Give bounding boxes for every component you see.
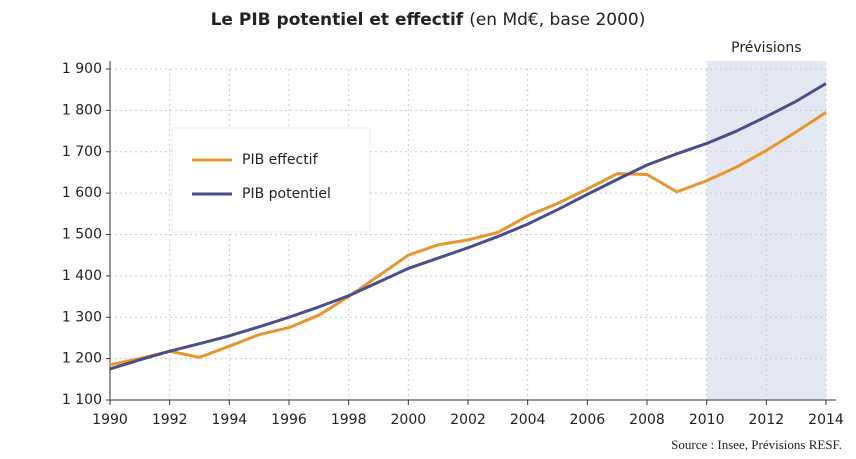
x-tick-label: 1992 bbox=[152, 412, 188, 428]
x-tick-label: 2000 bbox=[391, 412, 427, 428]
legend: PIB effectif PIB potentiel bbox=[171, 127, 371, 233]
x-tick-label: 2008 bbox=[629, 412, 665, 428]
x-tick-label: 1996 bbox=[271, 412, 307, 428]
source: Source : Insee, Prévisions RESF. bbox=[671, 437, 842, 452]
series-line bbox=[109, 82, 827, 371]
x-tick-label: 1994 bbox=[212, 412, 248, 428]
y-tick-label: 1 100 bbox=[62, 392, 102, 408]
y-tick-label: 1 700 bbox=[62, 144, 102, 160]
x-tick-label: 1998 bbox=[331, 412, 367, 428]
y-tick-label: 1 900 bbox=[62, 61, 102, 77]
y-tick-label: 1 200 bbox=[62, 351, 102, 367]
legend-label: PIB potentiel bbox=[242, 186, 331, 202]
legend-label: PIB effectif bbox=[242, 152, 319, 168]
x-tick-label: 2002 bbox=[450, 412, 486, 428]
x-tick-label: 2014 bbox=[808, 412, 844, 428]
x-tick-label: 2010 bbox=[689, 412, 725, 428]
y-tick-label: 1 400 bbox=[62, 268, 102, 284]
legend-box bbox=[171, 127, 371, 233]
x-tick-label: 1990 bbox=[92, 412, 128, 428]
x-tick-label: 2006 bbox=[570, 412, 606, 428]
chart-title: Le PIB potentiel et effectif bbox=[211, 10, 464, 30]
y-tick-label: 1 600 bbox=[62, 185, 102, 201]
series-line bbox=[109, 111, 827, 367]
forecast-label: Prévisions bbox=[731, 40, 801, 56]
chart-subtitle: (en Md€, base 2000) bbox=[469, 10, 645, 30]
chart-title-group: Le PIB potentiel et effectif (en Md€, bas… bbox=[211, 10, 646, 30]
y-tick-label: 1 800 bbox=[62, 102, 102, 118]
x-tick-label: 2004 bbox=[510, 412, 546, 428]
x-tick-label: 2012 bbox=[749, 412, 785, 428]
y-tick-label: 1 300 bbox=[62, 309, 102, 325]
y-tick-label: 1 500 bbox=[62, 227, 102, 243]
